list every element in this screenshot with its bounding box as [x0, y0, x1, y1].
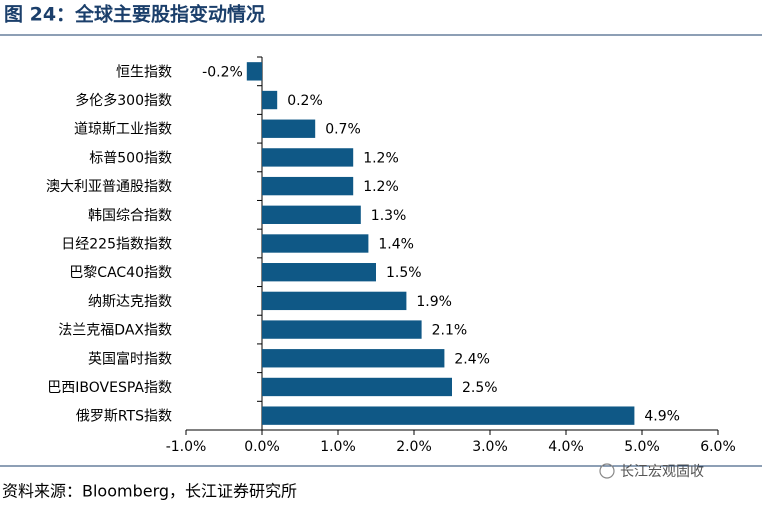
x-tick-label: 6.0% [700, 439, 736, 455]
y-tick-label: 法兰克福DAX指数 [58, 323, 172, 339]
data-label: 0.2% [287, 93, 323, 109]
x-tick-label: 1.0% [320, 439, 356, 455]
bar [262, 119, 316, 138]
x-tick-label: 0.0% [244, 439, 280, 455]
bar [262, 234, 369, 253]
bar [262, 291, 407, 311]
bar [262, 320, 422, 339]
chart-title: 图 24：全球主要股指变动情况 [4, 3, 265, 26]
bar [262, 349, 445, 368]
data-label: 4.9% [644, 409, 680, 425]
y-tick-label: 巴黎CAC40指数 [69, 265, 172, 281]
data-label: 1.4% [378, 237, 414, 253]
x-tick-label: -1.0% [166, 439, 207, 455]
y-tick-label: 纳斯达克指数 [88, 294, 172, 310]
bar [246, 62, 262, 81]
y-tick-label: 道琼斯工业指数 [74, 122, 172, 138]
y-tick-label: 俄罗斯RTS指数 [76, 409, 172, 425]
x-tick-label: 2.0% [396, 439, 432, 455]
bar [262, 263, 376, 282]
bar [262, 176, 354, 196]
x-tick-label: 4.0% [548, 439, 584, 455]
x-tick-label: 3.0% [472, 439, 508, 455]
data-label: 1.5% [386, 265, 422, 281]
bar [262, 148, 354, 167]
y-tick-label: 韩国综合指数 [88, 208, 172, 224]
data-label: 1.3% [371, 208, 407, 224]
y-tick-label: 澳大利亚普通股指数 [46, 179, 172, 195]
y-tick-label: 多伦多300指数 [75, 92, 172, 109]
data-label: 1.2% [363, 150, 399, 166]
data-label: 2.1% [432, 323, 468, 339]
data-label: 2.5% [462, 380, 498, 396]
bar [262, 90, 278, 110]
y-tick-label: 巴西IBOVESPA指数 [47, 380, 172, 396]
data-label: 0.7% [325, 122, 361, 138]
watermark: 长江宏观固收 [620, 464, 704, 480]
data-label: 1.2% [363, 179, 399, 195]
source-note: 资料来源：Bloomberg，长江证券研究所 [2, 482, 297, 501]
data-label: -0.2% [202, 64, 243, 80]
data-label: 2.4% [454, 351, 490, 367]
y-tick-label: 日经225指数指数 [61, 237, 172, 253]
y-tick-label: 标普500指数 [89, 150, 172, 166]
y-tick-label: 恒生指数 [116, 64, 172, 80]
watermark-icon [599, 463, 615, 479]
bar [262, 377, 452, 397]
x-tick-label: 5.0% [624, 439, 660, 455]
bar [262, 406, 635, 425]
y-tick-label: 英国富时指数 [88, 350, 172, 367]
data-label: 1.9% [416, 294, 452, 310]
bar [262, 205, 361, 224]
